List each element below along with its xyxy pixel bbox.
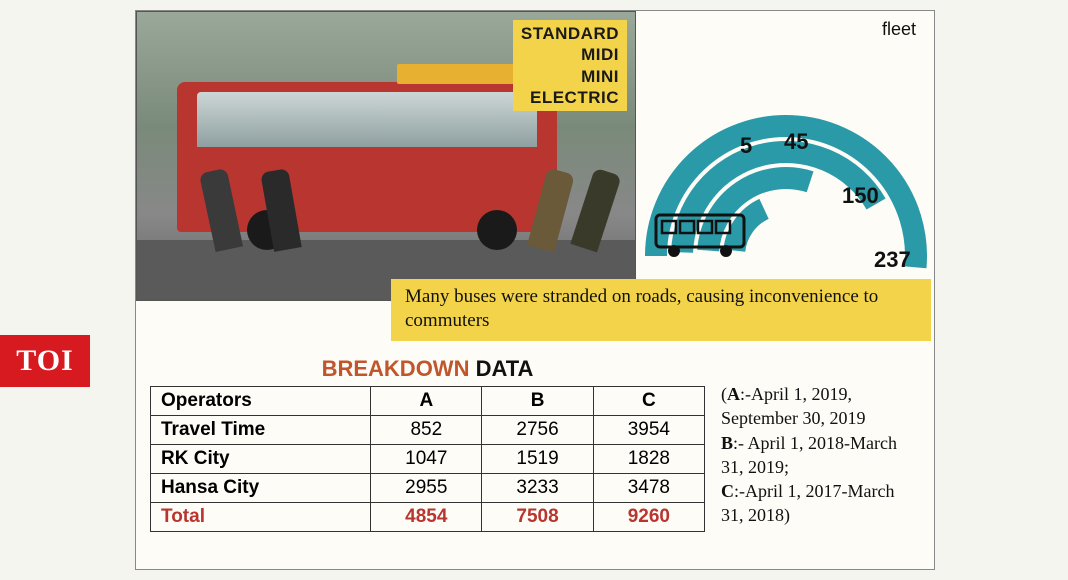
breakdown-table: Operators A B C Travel Time85227563954RK… <box>150 386 705 532</box>
table-row: Hansa City295532333478 <box>151 474 705 503</box>
col-b: B <box>482 387 593 416</box>
value-cell: 2955 <box>371 474 482 503</box>
total-label: Total <box>151 503 371 532</box>
total-value: 7508 <box>482 503 593 532</box>
table-row: Travel Time85227563954 <box>151 416 705 445</box>
value-cell: 1047 <box>371 445 482 474</box>
value-cell: 1519 <box>482 445 593 474</box>
toi-badge: TOI <box>0 335 90 387</box>
total-value: 4854 <box>371 503 482 532</box>
operator-cell: Travel Time <box>151 416 371 445</box>
bus-type-legend: STANDARD MIDI MINI ELECTRIC <box>513 20 627 111</box>
period-a: April 1, 2019, September 30, 2019 <box>721 384 865 428</box>
legend-mini: MINI <box>521 66 619 87</box>
value-cell: 3954 <box>593 416 704 445</box>
table-total-row: Total485475089260 <box>151 503 705 532</box>
infographic-frame: STANDARD MIDI MINI ELECTRIC fleet 237150… <box>135 10 935 570</box>
table-header-row: Operators A B C <box>151 387 705 416</box>
arc-value: 5 <box>740 133 752 159</box>
table-row: RK City104715191828 <box>151 445 705 474</box>
value-cell: 852 <box>371 416 482 445</box>
value-cell: 3233 <box>482 474 593 503</box>
table-title-a: BREAKDOWN <box>322 356 470 381</box>
table-title-b: DATA <box>469 356 533 381</box>
period-c: April 1, 2017-March 31, 2018) <box>721 481 894 525</box>
operator-cell: Hansa City <box>151 474 371 503</box>
value-cell: 1828 <box>593 445 704 474</box>
arc-value: 237 <box>874 247 911 273</box>
arc-value: 150 <box>842 183 879 209</box>
top-row: STANDARD MIDI MINI ELECTRIC fleet 237150… <box>136 11 934 301</box>
col-c: C <box>593 387 704 416</box>
legend-electric: ELECTRIC <box>521 87 619 108</box>
legend-midi: MIDI <box>521 44 619 65</box>
caption-bar: Many buses were stranded on roads, causi… <box>391 279 931 341</box>
col-operators: Operators <box>151 387 371 416</box>
operator-cell: RK City <box>151 445 371 474</box>
table-title: BREAKDOWN DATA <box>150 356 705 382</box>
value-cell: 3478 <box>593 474 704 503</box>
total-value: 9260 <box>593 503 704 532</box>
fleet-chart: fleet 237150455 <box>636 11 934 301</box>
arc-value: 45 <box>784 129 808 155</box>
value-cell: 2756 <box>482 416 593 445</box>
period-legend: (A:-April 1, 2019, September 30, 2019 B:… <box>721 356 920 532</box>
period-b: April 1, 2018-March 31, 2019; <box>721 433 897 477</box>
bus-icon <box>654 211 749 259</box>
col-a: A <box>371 387 482 416</box>
legend-standard: STANDARD <box>521 23 619 44</box>
bus-photo: STANDARD MIDI MINI ELECTRIC <box>136 11 636 301</box>
breakdown-table-wrap: BREAKDOWN DATA Operators A B C Travel Ti… <box>150 356 705 532</box>
